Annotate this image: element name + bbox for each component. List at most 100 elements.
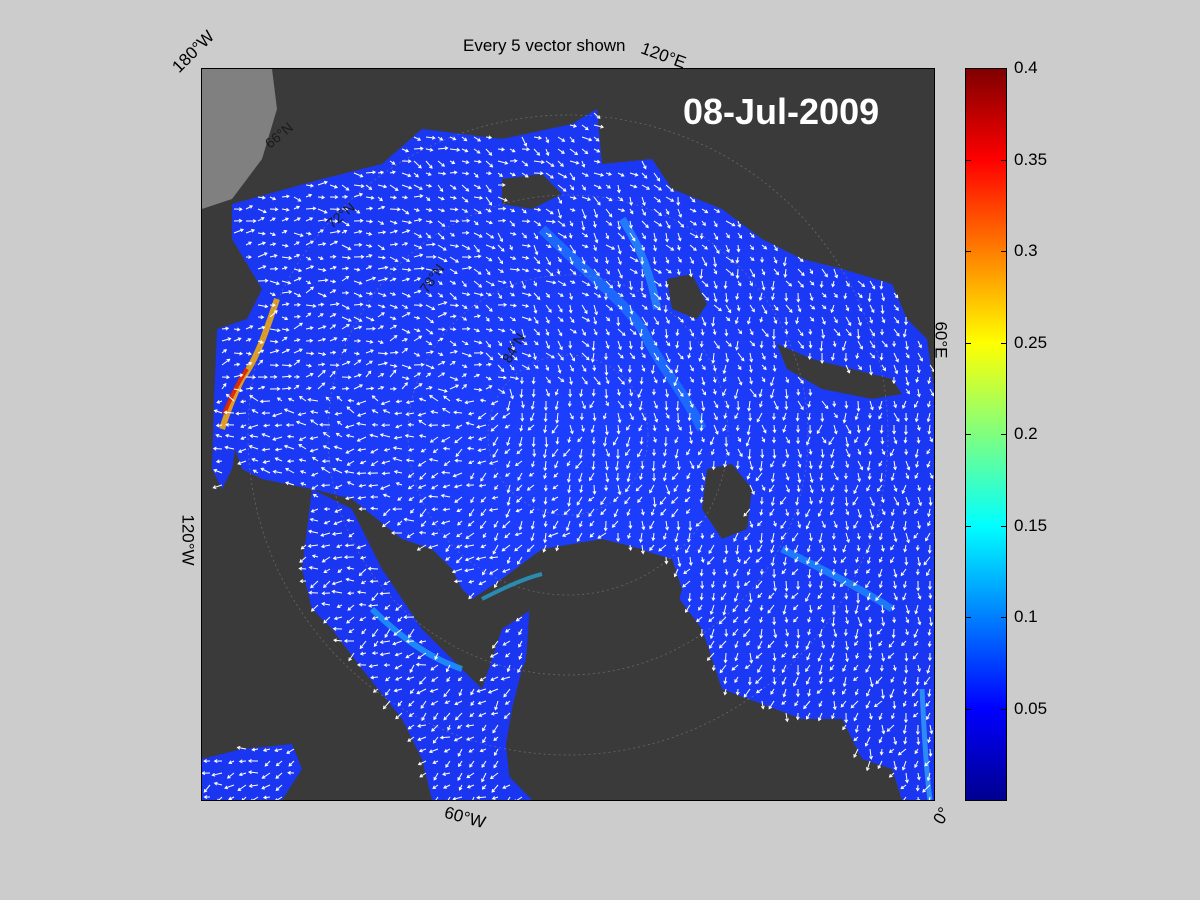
drift-vector: [519, 520, 523, 530]
drift-vector: [395, 676, 403, 681]
drift-vector: [785, 316, 787, 325]
drift-vector: [761, 268, 765, 275]
drift-vector-head: [649, 547, 653, 551]
drift-vector: [509, 268, 520, 271]
drift-vector-head: [616, 430, 621, 435]
drift-vector: [653, 232, 657, 242]
drift-vector: [384, 580, 391, 585]
drift-vector-head: [619, 354, 624, 359]
drift-vector-head: [440, 493, 445, 498]
drift-vector-head: [464, 557, 469, 562]
drift-vector: [683, 568, 691, 574]
drift-vector-head: [226, 358, 231, 363]
drift-vector-head: [903, 584, 907, 589]
drift-vector-head: [700, 558, 705, 563]
drift-vector-head: [904, 561, 909, 566]
drift-vector-head: [770, 549, 775, 554]
drift-vector-head: [713, 285, 718, 290]
drift-vector-head: [567, 503, 571, 507]
drift-vector-head: [492, 454, 497, 458]
drift-vector: [663, 472, 667, 481]
drift-vector: [579, 520, 583, 527]
drift-vector: [507, 484, 511, 493]
drift-vector-head: [584, 244, 589, 249]
drift-vector-head: [490, 427, 495, 432]
drift-vector: [843, 412, 847, 423]
drift-vector-head: [525, 255, 530, 260]
drift-vector-head: [807, 692, 812, 697]
drift-vector-head: [381, 523, 386, 528]
drift-vector-head: [312, 303, 317, 308]
drift-vector-head: [447, 726, 451, 731]
drift-vector: [903, 796, 907, 800]
drift-vector: [329, 313, 336, 318]
drift-vector: [545, 256, 551, 265]
drift-vector-head: [417, 462, 422, 467]
drift-vector: [629, 280, 632, 290]
drift-vector-head: [321, 382, 326, 386]
drift-vector: [365, 387, 374, 390]
drift-vector-head: [890, 546, 894, 551]
drift-vector-head: [361, 630, 365, 635]
drift-vector-head: [248, 361, 253, 366]
drift-vector: [665, 232, 668, 242]
drift-vector-head: [888, 773, 893, 778]
drift-vector-head: [870, 309, 875, 314]
drift-vector: [722, 388, 727, 396]
drift-vector: [506, 460, 511, 468]
drift-vector: [760, 628, 763, 639]
drift-vector-head: [869, 755, 873, 760]
drift-vector-head: [640, 550, 645, 555]
drift-vector: [889, 772, 895, 778]
drift-vector: [797, 448, 802, 458]
drift-vector-head: [773, 587, 777, 592]
drift-vector-head: [488, 461, 493, 465]
drift-vector: [365, 171, 376, 174]
drift-vector-head: [404, 347, 409, 352]
drift-vector-head: [416, 315, 421, 320]
drift-vector: [805, 664, 811, 672]
drift-vector-head: [800, 380, 804, 384]
drift-vector-head: [847, 322, 852, 327]
drift-vector: [233, 337, 241, 342]
drift-vector: [857, 280, 865, 287]
drift-vector-head: [927, 513, 931, 518]
drift-vector-head: [800, 272, 805, 277]
drift-vector: [929, 364, 934, 372]
drift-vector: [406, 459, 415, 462]
drift-vector-head: [249, 434, 254, 439]
drift-vector: [749, 592, 752, 603]
drift-vector-head: [487, 689, 492, 694]
drift-vector-head: [334, 411, 339, 416]
drift-vector-head: [576, 514, 580, 519]
drift-vector-head: [323, 619, 328, 624]
drift-vector-head: [501, 147, 506, 152]
colorbar-tick-mark: [1001, 617, 1007, 618]
drift-vector: [353, 193, 363, 198]
drift-vector-head: [617, 419, 622, 424]
drift-vector-head: [504, 161, 509, 165]
drift-vector: [855, 628, 859, 639]
drift-vector-head: [531, 443, 536, 448]
drift-vector-head: [348, 629, 353, 633]
drift-vector: [723, 364, 727, 374]
drift-vector-head: [698, 357, 703, 362]
drift-vector-head: [589, 533, 594, 538]
drift-vector: [299, 459, 307, 462]
drift-vector: [665, 400, 668, 410]
drift-vector: [915, 604, 919, 614]
drift-vector-head: [359, 555, 364, 560]
drift-vector: [710, 604, 715, 615]
drift-vector-head: [356, 267, 361, 272]
drift-vector: [819, 568, 823, 576]
drift-vector: [281, 208, 289, 211]
drift-vector-head: [356, 421, 361, 426]
drift-vector: [881, 652, 885, 661]
drift-vector-head: [605, 235, 610, 240]
drift-vector-head: [853, 525, 857, 529]
drift-vector-head: [602, 442, 607, 447]
drift-vector-head: [249, 386, 254, 391]
drift-vector-head: [261, 411, 266, 416]
drift-vector-head: [868, 655, 873, 660]
drift-vector-head: [284, 316, 289, 321]
